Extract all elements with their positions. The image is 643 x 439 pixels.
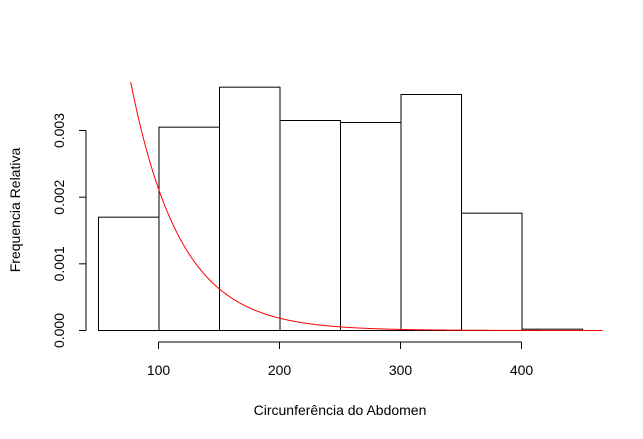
y-axis-label: Frequencia Relativa: [7, 148, 23, 273]
x-axis: 100 200 300 400: [147, 341, 534, 378]
histogram-bar-7: [461, 212, 523, 332]
x-axis-label: Circunferência do Abdomen: [254, 402, 427, 418]
histogram-bars: [98, 86, 583, 332]
x-tick-label: 200: [268, 362, 292, 378]
histogram-bar-2: [158, 126, 220, 331]
y-tick-label: 0.002: [51, 179, 67, 214]
y-tick-label: 0.000: [51, 313, 67, 348]
histogram-bar-6: [400, 94, 462, 331]
histogram-bar-5: [340, 122, 402, 331]
density-curve: [130, 81, 603, 331]
y-axis: 0.000 0.001 0.002 0.003: [51, 113, 87, 348]
histogram-bar-3: [219, 86, 281, 331]
histogram-bar-4: [279, 120, 341, 331]
y-tick-label: 0.001: [51, 246, 67, 281]
x-tick-label: 100: [147, 362, 171, 378]
histogram-bar-1: [98, 216, 160, 332]
x-tick-label: 300: [389, 362, 413, 378]
y-tick-label: 0.003: [51, 113, 67, 148]
x-tick-label: 400: [510, 362, 534, 378]
